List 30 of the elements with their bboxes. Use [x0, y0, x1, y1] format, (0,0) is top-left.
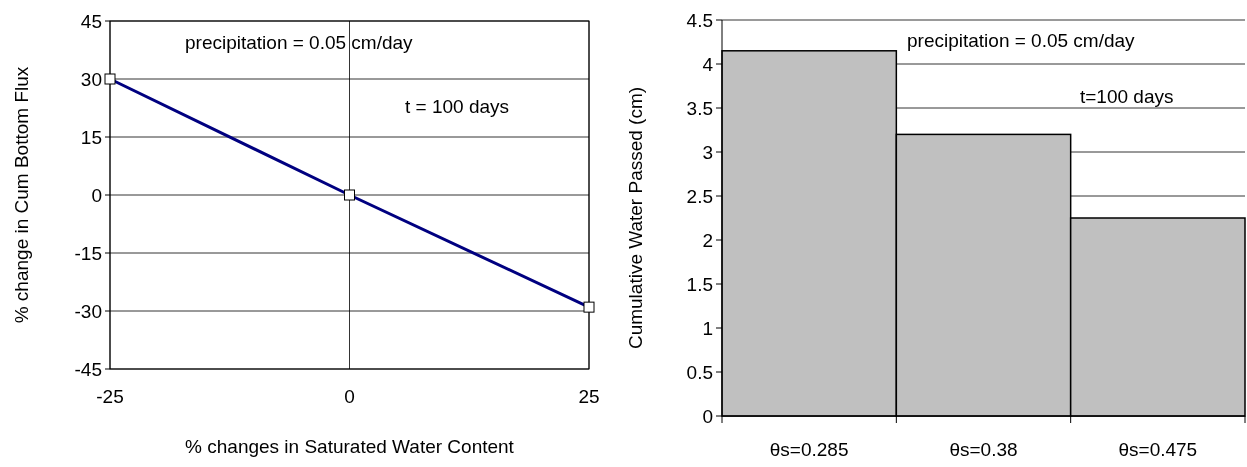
y-tick-label: 0 [702, 405, 713, 427]
y-tick-label: 3 [702, 141, 713, 163]
x-axis-title: % changes in Saturated Water Content [185, 436, 515, 457]
annotation: t=100 days [1080, 86, 1174, 107]
x-tick-label: θs=0.285 [769, 439, 849, 460]
y-tick-label: 1 [702, 317, 713, 339]
y-tick-label: 30 [80, 68, 102, 90]
annotation: precipitation = 0.05 cm/day [907, 30, 1136, 51]
x-tick-label: 0 [344, 386, 355, 407]
y-tick-label: 4.5 [686, 9, 713, 31]
annotation: precipitation = 0.05 cm/day [185, 32, 414, 53]
x-tick-label: -25 [96, 386, 124, 407]
y-tick-label: 2 [702, 229, 713, 251]
annotation: t = 100 days [405, 96, 510, 117]
y-tick-label: 0 [91, 184, 102, 206]
y-axis-title: Cumulative Water Passed (cm) [625, 86, 646, 350]
y-tick-label: 15 [80, 126, 102, 148]
x-tick-label: θs=0.475 [1118, 439, 1198, 460]
y-tick-label: 45 [80, 10, 102, 32]
y-axis-title: % change in Cum Bottom Flux [11, 66, 32, 324]
y-tick-label: 2.5 [686, 185, 713, 207]
x-tick-label: θs=0.38 [949, 439, 1018, 460]
y-tick-label: -45 [74, 358, 102, 380]
y-tick-label: 3.5 [686, 97, 713, 119]
y-tick-label: 4 [702, 53, 714, 75]
y-tick-label: -15 [74, 242, 102, 264]
y-tick-label: 0.5 [686, 361, 713, 383]
x-tick-label: 25 [578, 386, 600, 407]
y-tick-label: 1.5 [686, 273, 713, 295]
y-tick-label: -30 [74, 300, 102, 322]
